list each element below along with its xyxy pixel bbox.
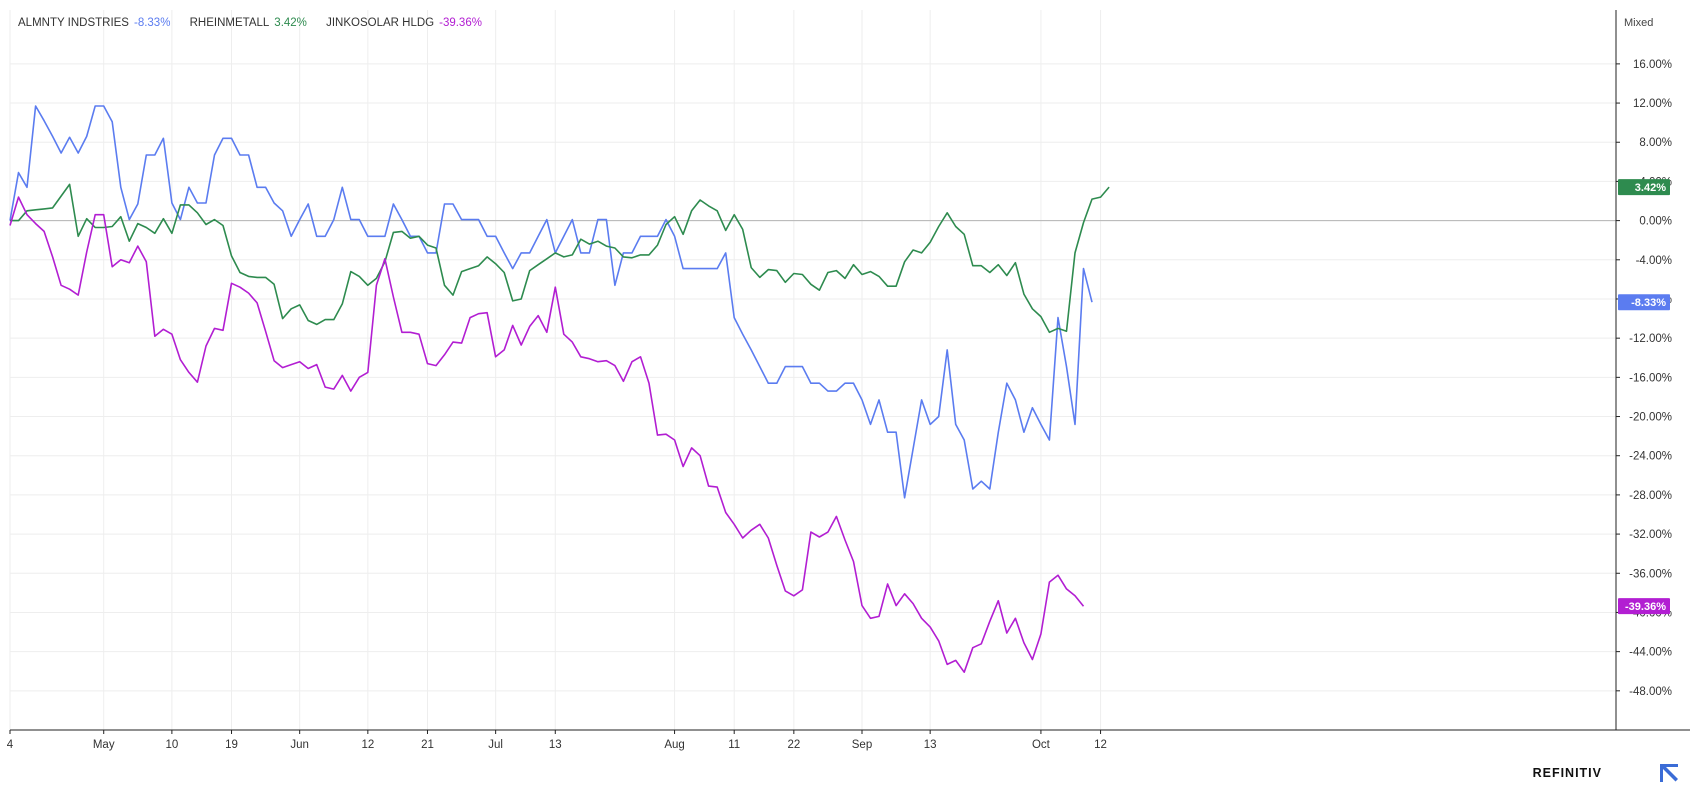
legend-value-jinkosolar: -39.36% bbox=[439, 17, 482, 29]
scale-mode-label[interactable]: Mixed bbox=[1624, 17, 1654, 29]
x-tick-label: 19 bbox=[225, 739, 238, 751]
y-tick-label: -44.00% bbox=[1629, 647, 1672, 659]
grid-lines bbox=[9, 10, 1616, 730]
legend-item-rheinmetall[interactable]: RHEINMETALL 3.42% bbox=[190, 17, 307, 29]
legend: ALMNTY INDSTRIES -8.33% RHEINMETALL 3.42% … bbox=[18, 17, 498, 29]
y-tick-label: 12.00% bbox=[1633, 98, 1672, 110]
y-tick-label: -16.00% bbox=[1629, 372, 1672, 384]
legend-name-almnty: ALMNTY INDSTRIES bbox=[18, 17, 129, 29]
y-tick-label: -36.00% bbox=[1629, 568, 1672, 580]
x-tick-label: Sep bbox=[852, 739, 872, 751]
legend-value-rheinmetall: 3.42% bbox=[274, 17, 307, 29]
x-tick-label: May bbox=[93, 739, 115, 751]
y-tick-label: 0.00% bbox=[1639, 216, 1672, 228]
series-layer bbox=[9, 105, 1110, 674]
x-tick-label: 4 bbox=[7, 739, 14, 751]
x-tick-label: 10 bbox=[165, 739, 178, 751]
last-value-text-2: -39.36% bbox=[1625, 601, 1666, 613]
last-value-text-0: -8.33% bbox=[1631, 297, 1666, 309]
y-tick-label: -20.00% bbox=[1629, 412, 1672, 424]
y-tick-label: -12.00% bbox=[1629, 333, 1672, 345]
refinitiv-brand-text: REFINITIV bbox=[1532, 766, 1602, 780]
legend-value-almnty: -8.33% bbox=[133, 17, 171, 29]
x-tick-label: 21 bbox=[421, 739, 434, 751]
y-tick-label: -24.00% bbox=[1629, 451, 1672, 463]
x-tick-label: 12 bbox=[361, 739, 374, 751]
series-line-2 bbox=[9, 196, 1085, 674]
last-value-labels: -8.33% 3.42% -39.36% bbox=[1618, 179, 1670, 615]
last-value-badge-1: 3.42% bbox=[1618, 179, 1670, 196]
series-line-1 bbox=[10, 183, 1110, 334]
y-tick-label: 8.00% bbox=[1639, 137, 1672, 149]
x-tick-label: Oct bbox=[1032, 739, 1051, 751]
series-line-0 bbox=[9, 105, 1093, 499]
last-value-text-1: 3.42% bbox=[1635, 182, 1666, 194]
x-tick-label: 12 bbox=[1094, 739, 1107, 751]
y-tick-label: 16.00% bbox=[1633, 59, 1672, 71]
refinitiv-logo-icon bbox=[1660, 764, 1678, 782]
y-tick-label: -32.00% bbox=[1629, 529, 1672, 541]
x-tick-label: 11 bbox=[728, 739, 740, 751]
x-tick-label: 13 bbox=[549, 739, 562, 751]
legend-item-jinkosolar[interactable]: JINKOSOLAR HLDG -39.36% bbox=[326, 17, 482, 29]
legend-item-almnty[interactable]: ALMNTY INDSTRIES -8.33% bbox=[18, 17, 170, 29]
time-scale[interactable]: 4 May 10 19 Jun 12 21 Jul 13 Aug 11 22 Sep 13 Oct 12 bbox=[7, 730, 1107, 751]
x-tick-label: 13 bbox=[924, 739, 937, 751]
x-tick-label: Jun bbox=[290, 739, 309, 751]
legend-name-rheinmetall: RHEINMETALL bbox=[189, 17, 270, 29]
legend-name-jinkosolar: JINKOSOLAR HLDG bbox=[326, 17, 435, 29]
last-value-badge-2: -39.36% bbox=[1618, 598, 1670, 615]
y-tick-label: -48.00% bbox=[1629, 686, 1672, 698]
last-value-badge-0: -8.33% bbox=[1618, 294, 1670, 311]
y-tick-label: -4.00% bbox=[1636, 255, 1672, 267]
x-tick-label: 22 bbox=[787, 739, 800, 751]
y-tick-label: -28.00% bbox=[1629, 490, 1672, 502]
x-tick-label: Aug bbox=[664, 739, 684, 751]
x-tick-label: Jul bbox=[488, 739, 503, 751]
